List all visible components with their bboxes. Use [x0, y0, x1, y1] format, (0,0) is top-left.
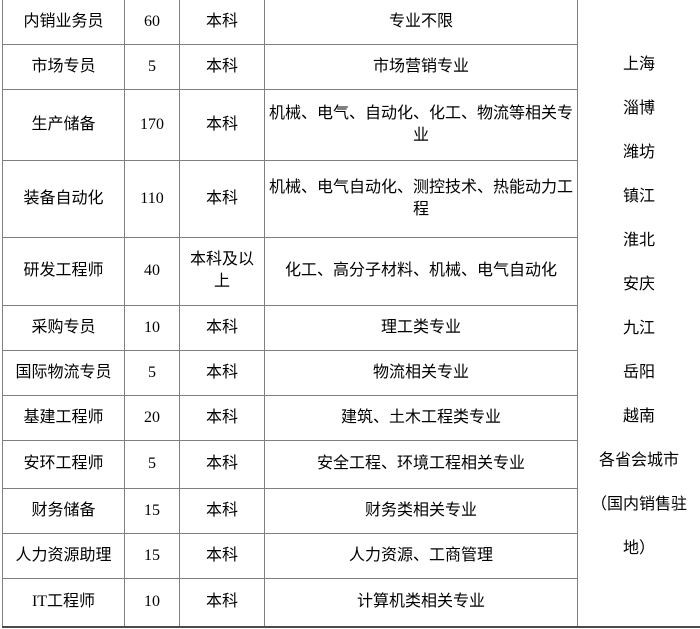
headcount-cell: 110	[124, 159, 180, 238]
major-cell: 化工、高分子材料、机械、电气自动化	[264, 236, 578, 306]
position-cell: 内销业务员	[2, 0, 125, 45]
location-item: 岳阳	[622, 363, 655, 381]
headcount-cell: 15	[124, 532, 180, 579]
education-cell: 本科	[179, 487, 265, 534]
location-item: 上海	[622, 55, 655, 73]
major-cell: 理工类专业	[264, 304, 578, 351]
major-cell: 人力资源、工商管理	[264, 532, 578, 579]
location-item: 安庆	[622, 275, 655, 293]
major-cell: 安全工程、环境工程相关专业	[264, 439, 578, 489]
table-row: 财务储备 15 本科 财务类相关专业	[2, 487, 700, 534]
education-cell: 本科	[179, 394, 265, 441]
headcount-cell: 20	[124, 394, 180, 441]
table-row: 采购专员 10 本科 理工类专业	[2, 304, 700, 351]
location-item: 淄博	[622, 99, 655, 117]
headcount-cell: 5	[124, 349, 180, 396]
location-item: 镇江	[622, 187, 655, 205]
headcount-cell: 170	[124, 88, 180, 161]
position-cell: 国际物流专员	[2, 349, 125, 396]
education-cell: 本科	[179, 88, 265, 161]
headcount-cell: 5	[124, 43, 180, 90]
location-item: 各省会城市	[598, 451, 679, 469]
education-cell: 本科	[179, 0, 265, 45]
position-cell: 安环工程师	[2, 439, 125, 489]
major-cell: 计算机类相关专业	[264, 577, 578, 628]
position-cell: 生产储备	[2, 88, 125, 161]
table-row: 生产储备 170 本科 机械、电气、自动化、化工、物流等相关专业	[2, 88, 700, 161]
major-cell: 机械、电气、自动化、化工、物流等相关专业	[264, 88, 578, 161]
position-cell: 市场专员	[2, 43, 125, 90]
position-cell: IT工程师	[2, 577, 125, 628]
major-cell: 市场营销专业	[264, 43, 578, 90]
table-row: 国际物流专员 5 本科 物流相关专业	[2, 349, 700, 396]
location-list: 上海 淄博 潍坊 镇江 淮北 安庆 九江 岳阳 越南 各省会城市 （国内销售驻地…	[582, 43, 696, 571]
position-cell: 财务储备	[2, 487, 125, 534]
position-cell: 装备自动化	[2, 159, 125, 238]
table-row: 人力资源助理 15 本科 人力资源、工商管理	[2, 532, 700, 579]
headcount-cell: 15	[124, 487, 180, 534]
table-row: IT工程师 10 本科 计算机类相关专业	[2, 577, 700, 628]
locations-cell: 上海 淄博 潍坊 镇江 淮北 安庆 九江 岳阳 越南 各省会城市 （国内销售驻地…	[577, 0, 700, 628]
headcount-cell: 5	[124, 439, 180, 489]
major-cell: 专业不限	[264, 0, 578, 45]
location-item: 越南	[622, 407, 655, 425]
headcount-cell: 60	[124, 0, 180, 45]
position-cell: 基建工程师	[2, 394, 125, 441]
major-cell: 物流相关专业	[264, 349, 578, 396]
position-cell: 采购专员	[2, 304, 125, 351]
location-item: 淮北	[622, 231, 655, 249]
education-cell: 本科	[179, 532, 265, 579]
location-item: （国内销售驻地）	[590, 495, 687, 557]
education-cell: 本科	[179, 304, 265, 351]
table-row: 研发工程师 40 本科及以上 化工、高分子材料、机械、电气自动化	[2, 236, 700, 306]
table-row: 基建工程师 20 本科 建筑、土木工程类专业	[2, 394, 700, 441]
position-cell: 人力资源助理	[2, 532, 125, 579]
position-cell: 研发工程师	[2, 236, 125, 306]
major-cell: 机械、电气自动化、测控技术、热能动力工程	[264, 159, 578, 238]
location-item: 九江	[622, 319, 655, 337]
education-cell: 本科	[179, 43, 265, 90]
education-cell: 本科	[179, 349, 265, 396]
major-cell: 建筑、土木工程类专业	[264, 394, 578, 441]
headcount-cell: 10	[124, 304, 180, 351]
education-cell: 本科	[179, 439, 265, 489]
major-cell: 财务类相关专业	[264, 487, 578, 534]
headcount-cell: 40	[124, 236, 180, 306]
headcount-cell: 10	[124, 577, 180, 628]
education-cell: 本科	[179, 577, 265, 628]
table-row: 装备自动化 110 本科 机械、电气自动化、测控技术、热能动力工程	[2, 159, 700, 238]
location-item: 潍坊	[622, 143, 655, 161]
table-row: 安环工程师 5 本科 安全工程、环境工程相关专业	[2, 439, 700, 489]
education-cell: 本科及以上	[179, 236, 265, 306]
education-cell: 本科	[179, 159, 265, 238]
